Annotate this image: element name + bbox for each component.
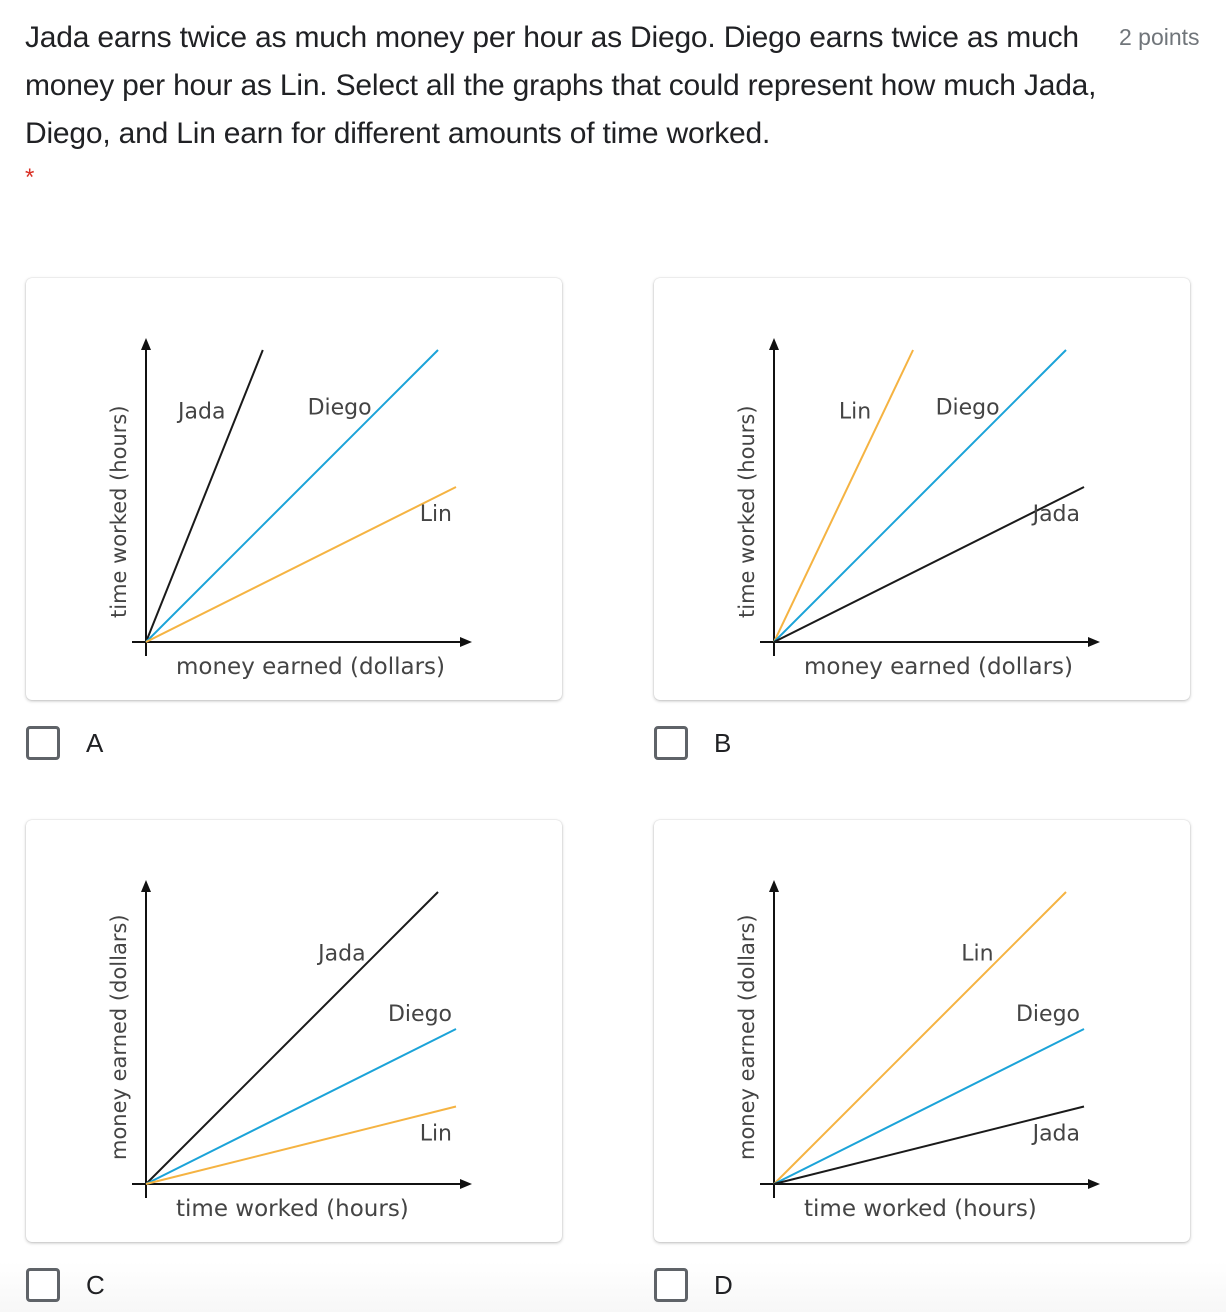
series-line-jada xyxy=(773,486,1085,643)
series-line-diego xyxy=(773,349,1067,643)
y-axis-arrow-icon xyxy=(769,338,779,350)
x-axis-label: money earned (dollars) xyxy=(176,654,445,680)
series-label: Lin xyxy=(420,1122,452,1147)
series-line-jada xyxy=(145,349,264,643)
graph-a: Jada Diego Lin money earned (dollars) time w… xyxy=(107,338,472,680)
series-label: Diego xyxy=(1016,1002,1080,1027)
option-b[interactable]: B xyxy=(654,726,731,760)
series-line-lin xyxy=(145,1105,457,1185)
y-axis-label: money earned (dollars) xyxy=(735,914,759,1160)
series-label: Jada xyxy=(1031,502,1080,527)
y-axis-arrow-icon xyxy=(141,880,151,892)
option-label: C xyxy=(86,1269,105,1300)
required-marker: * xyxy=(25,164,35,191)
footer-shade xyxy=(0,1262,1226,1312)
series-label: Lin xyxy=(420,502,452,527)
x-axis-label: time worked (hours) xyxy=(804,1196,1037,1222)
series-label: Lin xyxy=(961,941,993,966)
x-axis-label: time worked (hours) xyxy=(176,1196,409,1222)
series-line-diego xyxy=(145,349,439,643)
y-axis-label: time worked (hours) xyxy=(735,405,759,618)
x-axis-label: money earned (dollars) xyxy=(804,654,1073,680)
checkbox-a[interactable] xyxy=(26,726,60,760)
series-label: Lin xyxy=(839,399,871,424)
series-line-diego xyxy=(145,1028,457,1185)
series-line-lin xyxy=(773,891,1067,1185)
series-label: Jada xyxy=(316,941,365,966)
series-line-jada xyxy=(145,891,439,1185)
y-axis-arrow-icon xyxy=(769,880,779,892)
option-label: A xyxy=(86,727,104,758)
option-a[interactable]: A xyxy=(26,726,103,760)
series-label: Jada xyxy=(176,399,225,424)
points-label: 2 points xyxy=(1119,24,1200,50)
question-text: Jada earns twice as much money per hour … xyxy=(25,21,1097,150)
series-label: Diego xyxy=(308,395,372,420)
series-line-diego xyxy=(773,1028,1085,1185)
x-axis-arrow-icon xyxy=(1088,1179,1100,1189)
series-label: Jada xyxy=(1031,1122,1080,1147)
checkbox-b[interactable] xyxy=(654,726,688,760)
series-label: Diego xyxy=(936,395,1000,420)
graph-card-c: Jada Diego Lin time worked (hours) money ear… xyxy=(26,820,562,1242)
x-axis-arrow-icon xyxy=(460,637,472,647)
x-axis-arrow-icon xyxy=(460,1179,472,1189)
graph-card-d: Lin Diego Jada time worked (hours) money ear… xyxy=(654,820,1190,1242)
series-line-lin xyxy=(773,349,914,643)
graph-card-b: Lin Diego Jada money earned (dollars) time w… xyxy=(654,278,1190,700)
checkbox-d[interactable] xyxy=(654,1268,688,1302)
graph-card-a: Jada Diego Lin money earned (dollars) time w… xyxy=(26,278,562,700)
y-axis-label: time worked (hours) xyxy=(107,405,131,618)
y-axis-arrow-icon xyxy=(141,338,151,350)
series-line-lin xyxy=(145,486,457,643)
option-d[interactable]: D xyxy=(654,1268,733,1302)
x-axis-arrow-icon xyxy=(1088,637,1100,647)
option-label: D xyxy=(714,1269,733,1300)
series-label: Diego xyxy=(388,1002,452,1027)
option-c[interactable]: C xyxy=(26,1268,105,1302)
y-axis-label: money earned (dollars) xyxy=(107,914,131,1160)
graph-d: Lin Diego Jada time worked (hours) money ear… xyxy=(735,880,1100,1222)
option-label: B xyxy=(714,727,732,758)
graph-c: Jada Diego Lin time worked (hours) money ear… xyxy=(107,880,472,1222)
checkbox-c[interactable] xyxy=(26,1268,60,1302)
graph-b: Lin Diego Jada money earned (dollars) time w… xyxy=(735,338,1100,680)
series-line-jada xyxy=(773,1105,1085,1185)
